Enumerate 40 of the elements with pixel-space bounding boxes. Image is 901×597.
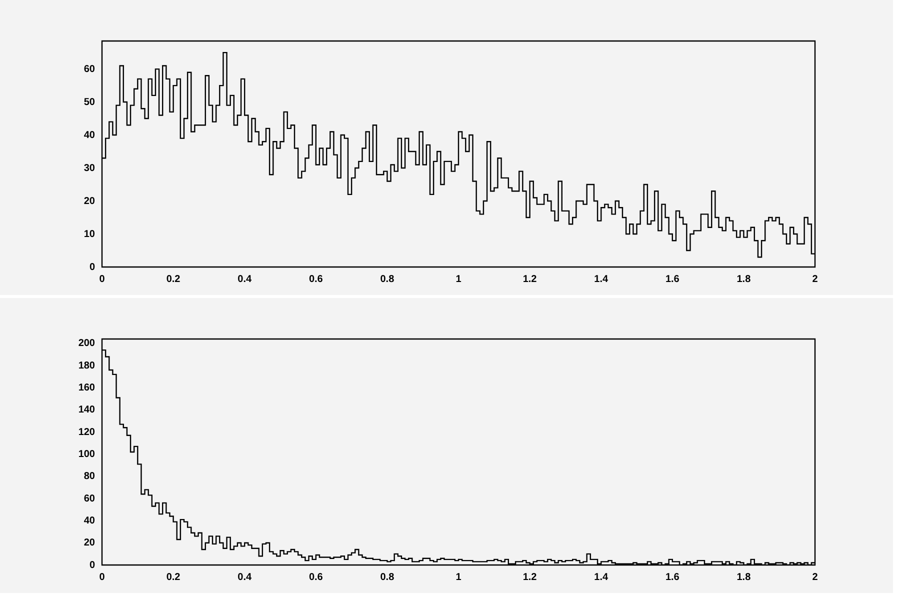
- x-tick-label: 0.4: [238, 274, 252, 285]
- x-tick-label: 1.6: [665, 274, 680, 285]
- x-tick-label: 1.4: [594, 572, 608, 583]
- y-tick-label: 40: [84, 515, 96, 526]
- x-tick-label: 1.2: [522, 274, 538, 285]
- y-tick-label: 20: [84, 196, 96, 207]
- y-tick-label: 40: [84, 130, 96, 141]
- x-tick-label: 0.6: [308, 572, 324, 583]
- x-tick-label: 0.8: [380, 572, 395, 583]
- x-tick-label: 1: [456, 274, 462, 285]
- x-tick-label: 1.6: [665, 572, 680, 583]
- x-tick-label: 0.4: [238, 572, 252, 583]
- x-tick-label: 0.2: [166, 572, 181, 583]
- y-tick-label: 0: [89, 560, 96, 571]
- y-tick-label: 180: [78, 360, 96, 372]
- x-tick-label: 2: [812, 572, 818, 583]
- y-tick-label: 10: [84, 228, 96, 240]
- x-tick-label: 1.2: [522, 572, 538, 583]
- x-tick-label: 2: [812, 274, 818, 285]
- x-tick-label: 0.2: [166, 274, 181, 285]
- y-tick-label: 30: [84, 162, 96, 174]
- x-tick-label: 0.8: [380, 274, 395, 285]
- x-tick-label: 1: [456, 572, 462, 583]
- y-tick-label: 60: [84, 493, 96, 504]
- y-tick-label: 20: [84, 538, 96, 549]
- x-tick-label: 1.8: [736, 572, 752, 583]
- x-tick-label: 1.8: [736, 274, 752, 285]
- x-tick-label: 0.6: [308, 274, 324, 285]
- y-tick-label: 140: [78, 404, 96, 416]
- y-tick-label: 80: [84, 471, 96, 482]
- x-tick-label: 1.4: [594, 274, 608, 285]
- x-tick-label: 0: [99, 274, 106, 285]
- y-tick-label: 50: [84, 96, 96, 108]
- y-tick-label: 120: [78, 426, 96, 438]
- y-tick-label: 0: [89, 262, 96, 273]
- y-tick-label: 100: [78, 448, 96, 460]
- y-tick-label: 160: [78, 382, 96, 394]
- x-tick-label: 0: [99, 572, 106, 583]
- y-tick-label: 200: [78, 338, 96, 350]
- y-tick-label: 60: [84, 64, 96, 75]
